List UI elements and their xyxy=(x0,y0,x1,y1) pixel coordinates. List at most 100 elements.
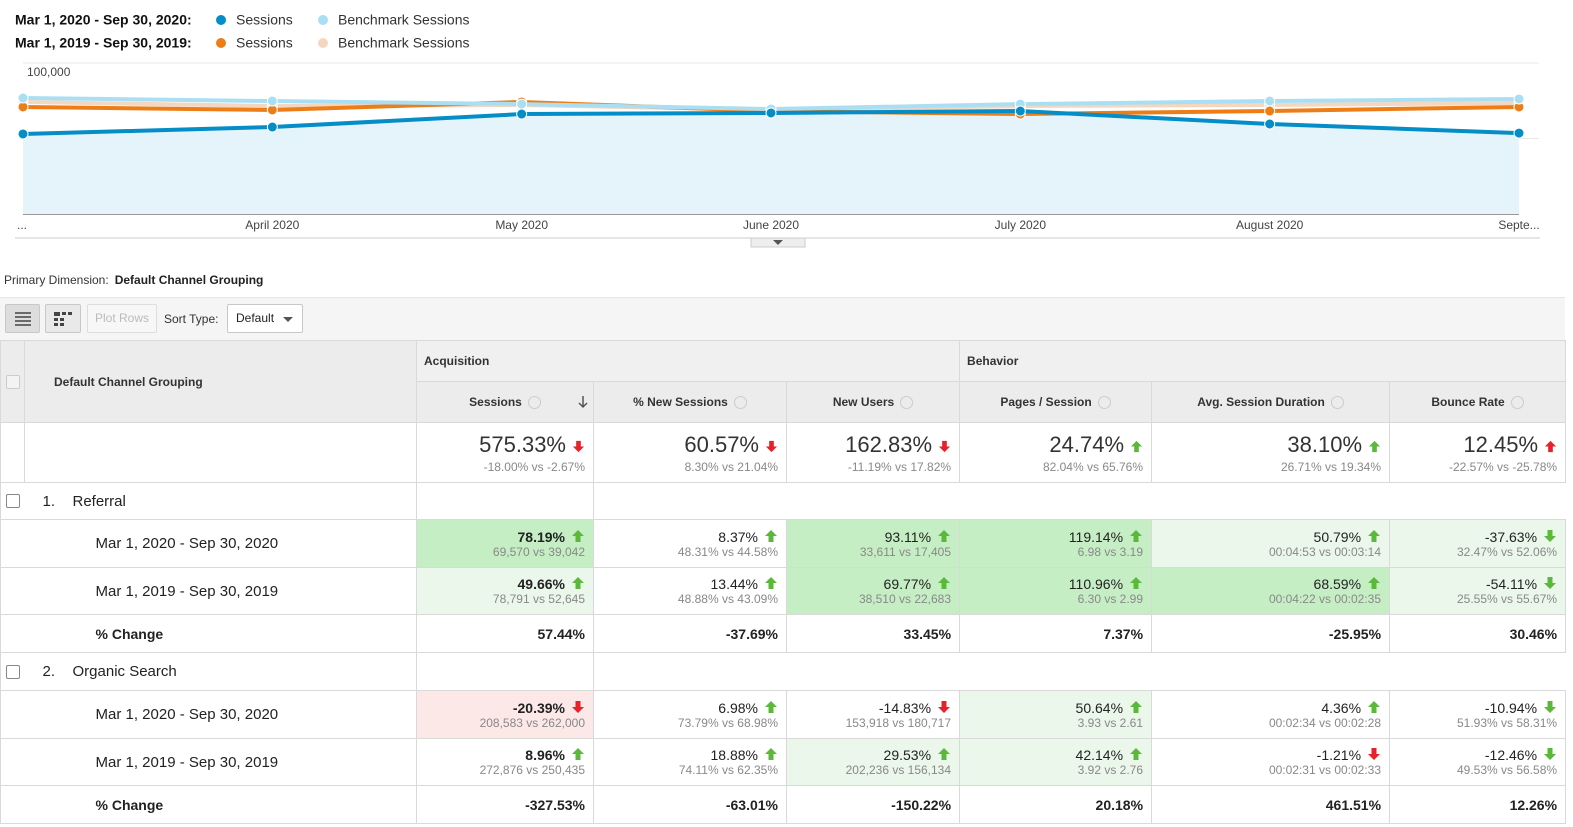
summary-cell: 24.74% 82.04% vs 65.76% xyxy=(959,422,1153,483)
legend-label: Benchmark Sessions xyxy=(338,12,470,28)
summary-cell: 575.33% -18.00% vs -2.67% xyxy=(416,422,594,483)
checkbox[interactable] xyxy=(5,664,20,679)
arrow-shape xyxy=(1544,577,1557,589)
primary-dimension-value[interactable]: Default Channel Grouping xyxy=(114,273,264,287)
metric-cell: -1.21% 00:02:31 vs 00:02:33 xyxy=(1151,738,1391,786)
trend-arrow xyxy=(572,529,584,542)
change-cell: -37.69% xyxy=(593,614,787,653)
table-view-button[interactable] xyxy=(5,304,40,333)
checkbox[interactable] xyxy=(5,494,20,509)
column-header[interactable]: % New Sessions xyxy=(593,381,787,423)
metric-detail: 208,583 vs 262,000 xyxy=(479,715,585,730)
sort-type-dropdown[interactable]: Default xyxy=(227,304,303,333)
section-blank xyxy=(416,652,594,691)
arrow-shape xyxy=(1368,529,1381,542)
trend-arrow xyxy=(765,440,778,452)
column-header[interactable]: Avg. Session Duration xyxy=(1151,381,1391,423)
column-header[interactable]: Bounce Rate xyxy=(1389,381,1567,423)
metric-value: 69.77% xyxy=(883,576,932,592)
metric-detail: 00:02:34 vs 00:02:28 xyxy=(1268,715,1382,730)
trend-arrow xyxy=(1544,577,1557,589)
section-index: 1. xyxy=(42,492,56,510)
metric-cell: 4.36% 00:02:34 vs 00:02:28 xyxy=(1151,690,1391,739)
legend-label: Sessions xyxy=(236,35,293,51)
summary-value: 24.74% xyxy=(1049,431,1125,457)
pivot-view-button[interactable] xyxy=(45,304,81,333)
arrow-shape xyxy=(1544,440,1557,452)
trend-arrow xyxy=(1544,700,1557,713)
metric-detail: 74.11% vs 62.35% xyxy=(678,763,778,777)
summary-main: 162.83% xyxy=(788,432,952,458)
metric-detail: 33,611 vs 17,405 xyxy=(859,544,952,559)
checkbox[interactable] xyxy=(5,374,20,389)
row-blank xyxy=(0,690,25,739)
plot-rows-button[interactable]: Plot Rows xyxy=(87,304,157,333)
summary-cell: 38.10% 26.71% vs 19.34% xyxy=(1151,422,1391,483)
arrow-shape xyxy=(572,748,584,760)
help-icon[interactable] xyxy=(1510,396,1524,410)
metric-main: -20.39% xyxy=(418,700,586,716)
sort-type-label: Sort Type: xyxy=(164,312,219,326)
data-point xyxy=(266,95,278,107)
summary-blank xyxy=(24,422,417,483)
trend-arrow xyxy=(1368,529,1381,542)
metric-detail: 38,510 vs 22,683 xyxy=(858,592,952,606)
change-value: -63.01% xyxy=(725,796,778,813)
metric-cell: 110.96% 6.30 vs 2.99 xyxy=(959,567,1153,615)
help-icon[interactable] xyxy=(733,396,747,410)
row-checkbox-cell xyxy=(0,482,25,520)
trend-arrow xyxy=(1544,748,1557,760)
legend-swatch xyxy=(318,38,328,48)
metric-main: 42.14% xyxy=(961,747,1144,763)
legend-item[interactable]: Sessions xyxy=(216,35,293,51)
period-row: Mar 1, 2020 - Sep 30, 2020 -20.39% 208,583… xyxy=(0,690,1567,739)
arrow-shape xyxy=(765,700,777,713)
data-point xyxy=(1264,118,1276,130)
metric-cell: -10.94% 51.93% vs 58.31% xyxy=(1389,690,1567,739)
legend-item[interactable]: Benchmark Sessions xyxy=(318,35,470,51)
collapse-chart-button[interactable] xyxy=(750,237,806,248)
metric-cell: 18.88% 74.11% vs 62.35% xyxy=(593,738,787,786)
help-icon[interactable] xyxy=(1330,396,1344,410)
section-blank xyxy=(592,652,1566,691)
legend-label: Benchmark Sessions xyxy=(338,35,470,51)
metric-cell: 69.77% 38,510 vs 22,683 xyxy=(785,567,961,615)
metric-main: -10.94% xyxy=(1391,700,1558,716)
change-label-cell: % Change xyxy=(24,614,417,653)
help-icon[interactable] xyxy=(1097,396,1111,410)
metric-detail: 6.98 vs 3.19 xyxy=(1077,544,1144,559)
change-value: 33.45% xyxy=(903,625,952,642)
help-icon[interactable] xyxy=(527,396,541,410)
period-row: Mar 1, 2020 - Sep 30, 2020 78.19% 69,570 v… xyxy=(0,519,1567,568)
metric-cell: 93.11% 33,611 vs 17,405 xyxy=(785,519,961,568)
metric-cell: 68.59% 00:04:22 vs 00:02:35 xyxy=(1151,567,1391,615)
change-cell: 7.37% xyxy=(959,614,1153,653)
row-blank xyxy=(0,567,25,615)
help-icon[interactable] xyxy=(900,396,914,410)
metric-value: 110.96% xyxy=(1068,576,1124,592)
metric-value: 93.11% xyxy=(884,528,932,545)
arrow-shape xyxy=(765,748,777,760)
section-name-cell: 1. Referral xyxy=(24,482,417,520)
section-blank xyxy=(416,482,594,520)
metric-cell: -12.46% 49.53% vs 56.58% xyxy=(1389,738,1567,786)
primary-dimension-label: Primary Dimension: xyxy=(4,273,109,287)
column-header[interactable]: Sessions xyxy=(416,381,594,423)
column-header[interactable]: New Users xyxy=(785,381,961,423)
x-tick-label: Septe... xyxy=(1498,218,1539,232)
summary-detail: 82.04% vs 65.76% xyxy=(1042,459,1144,474)
trend-arrow xyxy=(1130,577,1143,589)
section-index: 2. xyxy=(42,663,56,680)
arrow-shape xyxy=(1368,748,1381,760)
legend-item[interactable]: Sessions xyxy=(216,12,293,28)
metric-detail: 48.31% vs 44.58% xyxy=(677,544,778,559)
data-point xyxy=(765,107,777,119)
metric-value: 6.98% xyxy=(718,699,758,716)
summary-detail: -22.57% vs -25.78% xyxy=(1448,459,1558,474)
table-icon xyxy=(15,312,31,326)
metric-main: 78.19% xyxy=(418,529,586,545)
legend-item[interactable]: Benchmark Sessions xyxy=(318,12,470,28)
column-header[interactable]: Pages / Session xyxy=(959,381,1153,423)
trend-arrow xyxy=(765,577,777,589)
